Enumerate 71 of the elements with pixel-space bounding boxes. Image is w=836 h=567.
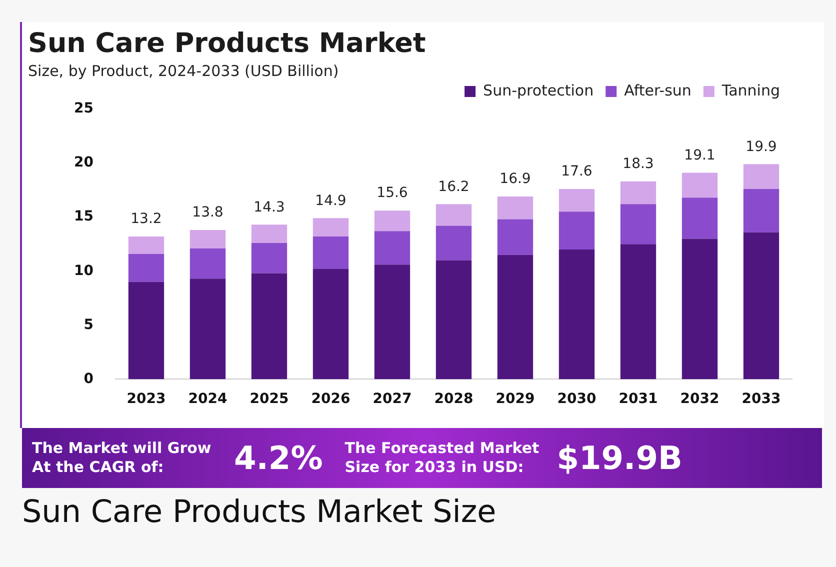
chart-title: Sun Care Products Market: [28, 28, 426, 59]
text: 4.2%: [234, 439, 323, 477]
chart-subtitle: Size, by Product, 2024-2033 (USD Billion): [28, 62, 339, 80]
bar: [128, 236, 164, 254]
x-tick-label: 2025: [250, 391, 289, 408]
total-label: 13.8: [192, 204, 224, 221]
x-tick-label: 2030: [557, 391, 596, 408]
bar: [251, 243, 288, 274]
bar: [128, 254, 164, 282]
bar: [682, 172, 718, 198]
bar: [374, 264, 410, 380]
bar: [312, 268, 349, 380]
y-tick-label: 10: [74, 262, 94, 279]
bar: [620, 181, 656, 204]
legend-label: Tanning: [720, 81, 780, 100]
text: $19.9B: [556, 439, 682, 477]
bar: [436, 204, 472, 226]
legend-label: After-sun: [624, 81, 692, 100]
y-tick-label: 20: [74, 154, 94, 171]
total-label: 19.1: [684, 147, 716, 164]
bar: [436, 260, 472, 380]
legend-label: Sun-protection: [483, 81, 594, 100]
bar: [620, 244, 656, 380]
bar: [497, 219, 534, 255]
bar: [558, 212, 595, 250]
bar: [374, 210, 410, 232]
bar: [251, 273, 288, 380]
total-label: 16.2: [438, 178, 470, 195]
x-tick-label: 2029: [496, 391, 535, 408]
bar: [251, 224, 288, 244]
total-label: 15.6: [376, 185, 408, 202]
bar: [374, 231, 410, 265]
x-tick-label: 2023: [126, 391, 166, 408]
y-tick-label: 15: [74, 208, 94, 225]
bar: [190, 248, 226, 279]
x-tick-label: 2024: [188, 391, 228, 408]
total-label: 18.3: [622, 156, 654, 172]
total-label: 19.9: [746, 138, 777, 155]
y-tick-label: 5: [84, 316, 94, 333]
bar: [558, 188, 595, 212]
total-label: 14.3: [254, 199, 285, 216]
y-tick-label: 25: [74, 100, 94, 117]
bar: [190, 278, 226, 380]
bar: [128, 282, 164, 380]
bar: [558, 250, 595, 380]
bar: [620, 204, 656, 244]
bar: [497, 196, 534, 220]
total-label: 17.6: [561, 164, 592, 180]
y-tick-label: 0: [84, 370, 94, 387]
bar: [312, 218, 349, 237]
text: Sun Care Products Market Size: [22, 494, 496, 530]
bar: [190, 230, 226, 248]
bar: [436, 226, 472, 260]
bar: [312, 236, 349, 269]
x-tick-label: 2027: [372, 391, 412, 408]
x-tick-label: 2031: [618, 391, 658, 408]
bar: [743, 232, 780, 380]
text: The Forecasted Market Size for 2033 in USD:: [344, 439, 540, 477]
bar: [743, 164, 780, 189]
bar: [682, 198, 718, 239]
text: The Market will Grow At the CAGR of:: [32, 439, 212, 477]
x-tick-label: 2032: [680, 391, 720, 408]
total-label: 16.9: [500, 171, 531, 188]
x-tick-label: 2028: [434, 391, 474, 408]
total-label: 13.2: [130, 211, 162, 228]
x-tick-label: 2026: [311, 391, 350, 408]
x-tick-label: 2033: [742, 391, 781, 408]
bar: [743, 188, 780, 232]
total-label: 14.9: [315, 192, 346, 209]
bar: [497, 254, 534, 380]
bar: [682, 238, 718, 380]
